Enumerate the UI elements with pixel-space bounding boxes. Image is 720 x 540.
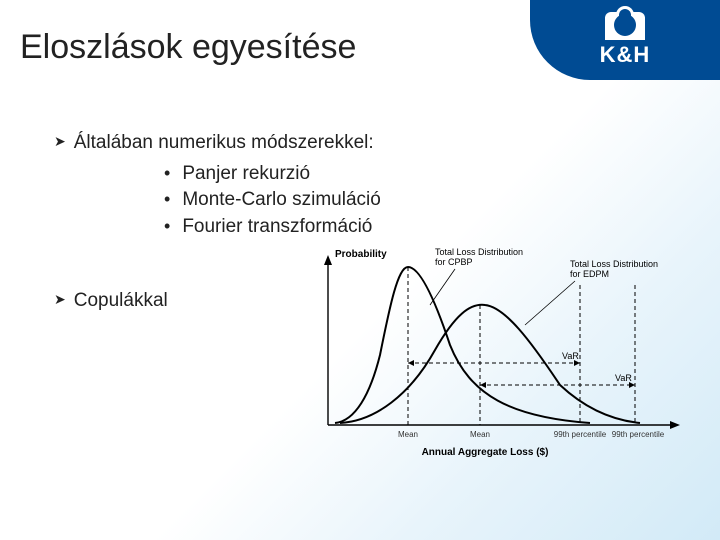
sub-fourier: Fourier transzformáció [164,214,381,241]
brand-header: K&H [530,0,720,80]
tick-99-2: 99th percentile [612,430,665,439]
var-label-1: VaR [562,351,579,361]
slide-title: Eloszlások egyesítése [20,28,356,67]
tick-mean-1: Mean [398,430,418,439]
series1-label-line1: Total Loss Distribution [435,247,523,257]
x-axis-label: Annual Aggregate Loss ($) [422,447,549,458]
var-label-2: VaR [615,373,632,383]
series1-label-line2: for CPBP [435,257,473,267]
bullet-numeric-methods: Általában numerikus módszerekkel: [54,130,381,157]
loss-distribution-chart: Probability Annual Aggregate Loss ($) Va… [280,245,690,470]
y-axis-label: Probability [335,249,387,260]
sub-panjer: Panjer rekurzió [164,161,381,188]
series2-label-line1: Total Loss Distribution [570,259,658,269]
kh-logo: K&H [600,12,651,68]
sub-list: Panjer rekurzió Monte-Carlo szimuláció F… [164,161,381,241]
series2-label-line2: for EDPM [570,269,609,279]
padlock-icon [605,12,645,40]
tick-99-1: 99th percentile [554,430,607,439]
logo-text: K&H [600,42,651,68]
sub-montecarlo: Monte-Carlo szimuláció [164,187,381,214]
tick-mean-2: Mean [470,430,490,439]
